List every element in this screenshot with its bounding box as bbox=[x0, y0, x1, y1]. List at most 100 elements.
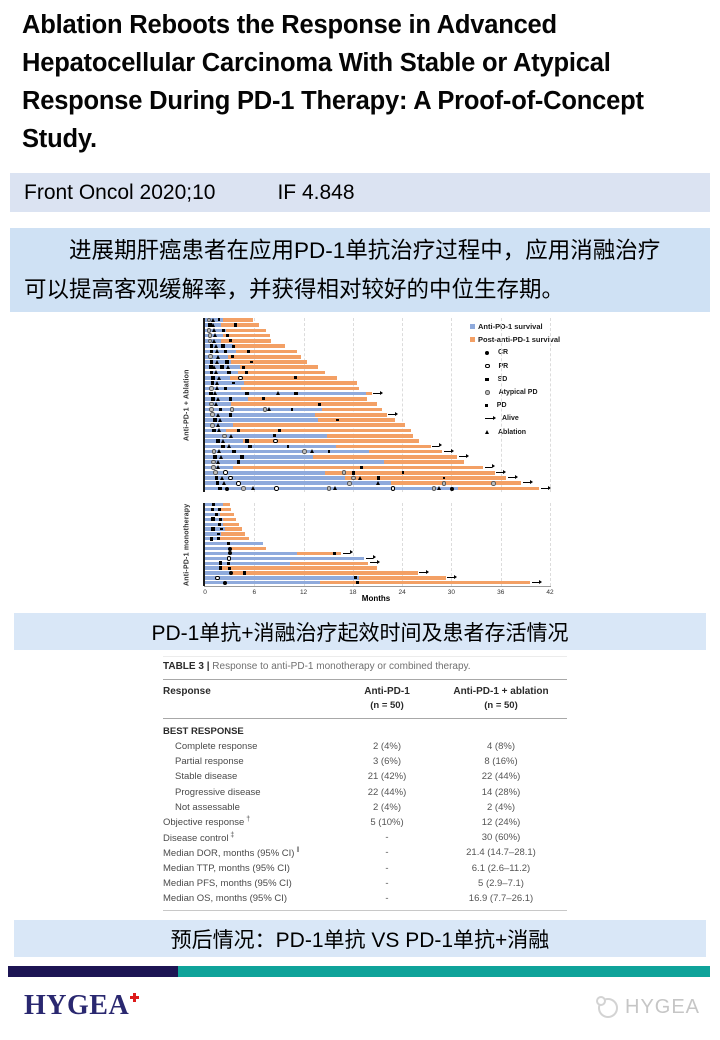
legend-item: Alive bbox=[470, 412, 560, 425]
value-antipd1: 21 (42%) bbox=[367, 771, 407, 783]
marker-sd bbox=[217, 486, 222, 491]
swimmer-bar-antipd1 bbox=[205, 391, 366, 396]
marker-sd bbox=[218, 407, 223, 412]
marker-sd bbox=[211, 527, 215, 531]
swimmer-bar-antipd1 bbox=[205, 370, 238, 375]
swimmer-bar-post bbox=[228, 546, 266, 551]
legend-item: Atypical PD bbox=[470, 386, 560, 399]
legend-label: Atypical PD bbox=[498, 389, 538, 397]
swimmer-bar-post bbox=[221, 323, 260, 327]
marker-abl bbox=[212, 338, 217, 343]
marker-abl bbox=[210, 317, 215, 322]
y-axis-line bbox=[203, 503, 205, 586]
marker-pd bbox=[286, 444, 290, 448]
swimmer-bar-post bbox=[232, 344, 285, 348]
journal-reference: Front Oncol 2020;10 bbox=[24, 180, 216, 204]
marker-apd bbox=[210, 412, 215, 417]
marker-pd bbox=[247, 350, 250, 353]
swimmer-bar-post bbox=[458, 486, 540, 491]
swimmer-bar-post bbox=[228, 354, 302, 359]
marker-pd bbox=[335, 418, 339, 422]
table-row: Progressive disease 22 (44%) 14 (28%) bbox=[163, 785, 567, 800]
swimmer-bar-post bbox=[229, 376, 338, 380]
arrow-icon bbox=[485, 416, 496, 421]
swimmer-bar-post bbox=[225, 328, 266, 333]
marker-pd bbox=[261, 397, 265, 401]
legend-item: PR bbox=[470, 360, 560, 373]
marker-sd bbox=[209, 344, 214, 348]
marker-abl bbox=[218, 417, 222, 422]
marker-sd bbox=[210, 381, 215, 385]
marker-sd bbox=[213, 418, 217, 422]
marker-pd bbox=[356, 581, 360, 585]
marker-abl bbox=[212, 365, 217, 370]
marker-pd bbox=[333, 552, 337, 555]
swimmer-bar-post bbox=[221, 507, 232, 512]
swimmer-bar-post bbox=[358, 576, 446, 580]
marker-abl bbox=[214, 386, 219, 391]
alive-arrow-icon bbox=[447, 574, 458, 579]
marker-sd bbox=[376, 476, 381, 480]
swimmer-bar-antipd1 bbox=[205, 386, 242, 391]
marker-abl bbox=[216, 396, 221, 401]
row-label: Stable disease bbox=[175, 771, 238, 783]
swimmer-bar-antipd1 bbox=[205, 455, 314, 459]
marker-sd bbox=[209, 537, 214, 541]
marker-pd bbox=[250, 360, 254, 364]
marker-pd bbox=[278, 429, 282, 432]
chart-caption-text: PD-1单抗+消融治疗起效时间及患者存活情况 bbox=[151, 621, 569, 645]
swimmer-bar-antipd1 bbox=[205, 470, 325, 475]
value-antipd1: 2 (4%) bbox=[373, 741, 401, 753]
marker-pr bbox=[238, 375, 243, 381]
swimmer-bar-antipd1 bbox=[205, 381, 245, 385]
swimmer-bar-post bbox=[223, 318, 253, 322]
alive-arrow-icon bbox=[369, 560, 380, 565]
marker-sd bbox=[236, 428, 241, 433]
swimmer-bar-post bbox=[229, 571, 418, 575]
legend-item: Ablation bbox=[470, 426, 560, 439]
swimmer-bar-post bbox=[231, 360, 307, 364]
marker-apd bbox=[302, 449, 307, 454]
panel-ablation: Anti-PD-1 + Ablation bbox=[15, 317, 705, 492]
swimmer-bar-antipd1 bbox=[205, 481, 391, 486]
panel-label: Anti-PD-1 + Ablation bbox=[183, 369, 191, 441]
alive-arrow-icon bbox=[522, 480, 533, 485]
gridline bbox=[402, 503, 404, 586]
value-antipd1: 3 (6%) bbox=[373, 756, 401, 768]
table-title-text: Response to anti-PD-1 monotherapy or com… bbox=[209, 661, 471, 672]
marker-pd bbox=[218, 522, 222, 526]
value-antipd1: - bbox=[385, 847, 389, 859]
marker-apd bbox=[347, 480, 352, 486]
marker-apd bbox=[207, 333, 213, 338]
open-circle-icon bbox=[485, 363, 490, 369]
table-body: BEST RESPONSE Complete response 2 (4%) 4 (8… bbox=[163, 719, 567, 912]
swimmer-bar-antipd1 bbox=[205, 546, 229, 551]
value-antipd1: 22 (44%) bbox=[367, 786, 407, 798]
marker-abl bbox=[310, 449, 314, 454]
gridline bbox=[550, 503, 551, 586]
value-antipd1-ablation: 5 (2.9–7.1) bbox=[478, 877, 524, 889]
marker-pd bbox=[401, 471, 405, 475]
swimmer-bar-antipd1 bbox=[205, 449, 370, 454]
marker-sd bbox=[209, 349, 214, 354]
marker-pd bbox=[218, 508, 222, 511]
marker-pr bbox=[236, 481, 241, 486]
swimmer-bar-post bbox=[390, 481, 522, 486]
marker-sd bbox=[221, 444, 225, 449]
marker-pd bbox=[327, 450, 331, 453]
marker-sd bbox=[240, 455, 244, 459]
marker-abl bbox=[221, 438, 226, 443]
red-cross-icon bbox=[130, 993, 140, 1002]
chart-caption-bar: PD-1单抗+消融治疗起效时间及患者存活情况 bbox=[14, 613, 706, 650]
impact-factor: IF 4.848 bbox=[277, 180, 355, 204]
table-title-label: TABLE 3 | bbox=[163, 661, 210, 672]
swimmer-bar-post bbox=[320, 581, 531, 585]
filled-circle-icon bbox=[485, 350, 489, 355]
legend-label: Alive bbox=[502, 415, 519, 423]
page-title: Ablation Reboots the Response in Advance… bbox=[22, 11, 644, 153]
x-tick-label: 24 bbox=[398, 589, 406, 596]
alive-arrow-icon bbox=[432, 443, 443, 448]
triangle-icon bbox=[485, 430, 489, 435]
value-antipd1-ablation: 4 (8%) bbox=[487, 741, 515, 753]
swimmer-bar-post bbox=[221, 566, 378, 570]
